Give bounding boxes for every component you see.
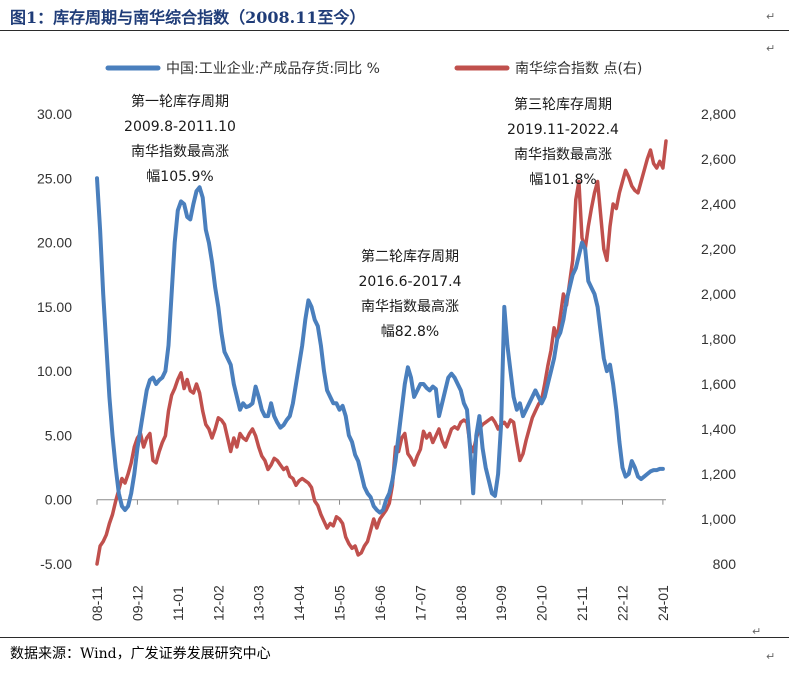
legend-label-nanhua: 南华综合指数 点(右): [515, 61, 642, 77]
paragraph-mark: ↵: [766, 650, 776, 663]
series-line-nanhua: [95, 139, 668, 566]
x-tick-label: 12-02: [210, 585, 226, 621]
x-tick-label: 17-07: [412, 585, 428, 621]
annotation-cycle1-line: 南华指数最高涨: [131, 143, 229, 160]
y-right-tick-label: 1,200: [701, 466, 736, 482]
y-right-tick-label: 1,000: [701, 511, 736, 527]
y-right-tick-label: 2,200: [701, 241, 736, 257]
annotation-cycle1-line: 2009.8-2011.10: [124, 119, 236, 135]
x-tick-label: 14-04: [291, 585, 307, 621]
legend-label-inventory: 中国:工业企业:产成品存货:同比 %: [166, 60, 380, 77]
figure-title: 图1：库存周期与南华综合指数（2008.11至今）: [10, 8, 366, 27]
x-tick-label: 22-12: [614, 585, 630, 621]
x-tick-label: 08-11: [89, 586, 105, 621]
annotations: 第一轮库存周期2009.8-2011.10南华指数最高涨幅105.9%第二轮库存…: [124, 93, 619, 340]
y-left-tick-label: 15.00: [37, 299, 72, 315]
series-group: [95, 139, 668, 566]
y-left-tick-label: 5.00: [45, 427, 72, 443]
x-tick-label: 11-01: [170, 586, 186, 621]
y-right-tick-label: 2,800: [701, 106, 736, 122]
x-tick-label: 20-10: [534, 585, 550, 621]
x-tick-label: 15-05: [332, 585, 348, 621]
top-rule: [0, 30, 789, 31]
y-left-tick-label: 10.00: [37, 363, 72, 379]
x-tick-label: 21-11: [574, 586, 590, 621]
y-left-tick-label: 25.00: [37, 170, 72, 186]
series-line-inventory: [95, 176, 665, 515]
x-tick-label: 09-12: [129, 585, 145, 621]
y-right-tick-label: 800: [713, 556, 737, 572]
y-right-tick-label: 1,600: [701, 376, 736, 392]
annotation-cycle3-line: 南华指数最高涨: [514, 146, 612, 163]
y-right-tick-label: 2,600: [701, 151, 736, 167]
annotation-cycle2-line: 南华指数最高涨: [361, 298, 459, 315]
source-note: 数据来源：Wind，广发证券发展研究中心: [10, 646, 271, 662]
axes: 08-11 09-12 11-01 12-02 13-03 14-04 15-05 16-06…: [37, 106, 736, 621]
annotation-cycle3-line: 幅101.8%: [529, 172, 596, 188]
paragraph-mark: ↵: [752, 625, 762, 638]
annotation-cycle3-line: 第三轮库存周期: [514, 96, 612, 113]
x-tick-label: 13-03: [251, 585, 267, 621]
x-tick-label: 19-09: [493, 585, 509, 621]
y-left-tick-label: -5.00: [40, 556, 72, 572]
annotation-cycle2-line: 2016.6-2017.4: [358, 274, 461, 290]
annotation-cycle2-line: 第二轮库存周期: [361, 248, 459, 265]
y-right-tick-label: 2,000: [701, 286, 736, 302]
y-left-tick-label: 0.00: [45, 492, 72, 508]
legend: 中国:工业企业:产成品存货:同比 % 南华综合指数 点(右): [105, 60, 642, 77]
y-left-tick-label: 30.00: [37, 106, 72, 122]
x-tick-label: 16-06: [372, 585, 388, 621]
y-right-tick-label: 1,800: [701, 331, 736, 347]
y-left-tick-label: 20.00: [37, 235, 72, 251]
y-right-tick-label: 2,400: [701, 196, 736, 212]
bottom-rule: [0, 637, 789, 638]
annotation-cycle1-line: 第一轮库存周期: [131, 93, 229, 110]
annotation-cycle1-line: 幅105.9%: [146, 169, 213, 185]
annotation-cycle2-line: 幅82.8%: [381, 324, 439, 340]
x-tick-label: 24-01: [655, 585, 671, 621]
paragraph-mark: ↵: [766, 10, 776, 23]
paragraph-mark: ↵: [766, 42, 776, 55]
annotation-cycle3-line: 2019.11-2022.4: [507, 122, 619, 138]
x-tick-label: 18-08: [453, 585, 469, 621]
y-right-tick-label: 1,400: [701, 421, 736, 437]
